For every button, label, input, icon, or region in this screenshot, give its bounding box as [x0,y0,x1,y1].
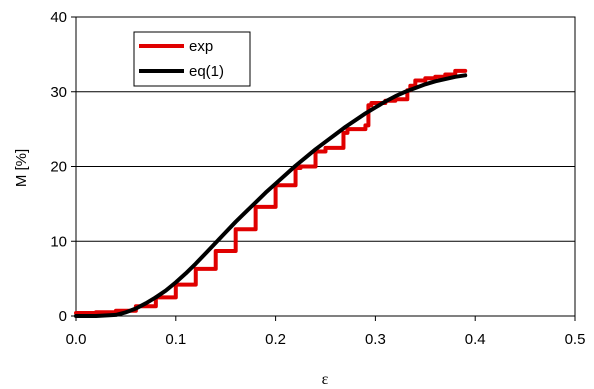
legend-label-exp: exp [189,38,213,55]
axis-ticks: 0 10 20 30 40 0.0 0.1 0.2 0.3 0.4 0.5 [50,9,585,348]
x-tick-label: 0.2 [265,331,286,348]
y-tick-label: 20 [50,159,67,176]
y-tick-label: 40 [50,9,67,26]
y-tick-label: 10 [50,233,67,250]
series-line-eq1 [74,73,468,318]
x-tick-label: 0.1 [165,331,186,348]
x-tick-label: 0.3 [365,331,386,348]
y-tick-label: 0 [59,308,67,325]
x-axis-label: ε [322,371,329,388]
series-layer [74,68,468,318]
series-line-exp [74,68,468,316]
x-tick-label: 0.4 [465,331,486,348]
x-tick-label: 0.5 [565,331,586,348]
legend-box [133,31,251,87]
x-tick-label: 0.0 [66,331,87,348]
gridlines [76,91,575,242]
legend: exp eq(1) [133,31,251,87]
y-tick-label: 30 [50,84,67,101]
y-axis-label: M [%] [13,149,30,187]
legend-label-eq1: eq(1) [189,63,224,80]
